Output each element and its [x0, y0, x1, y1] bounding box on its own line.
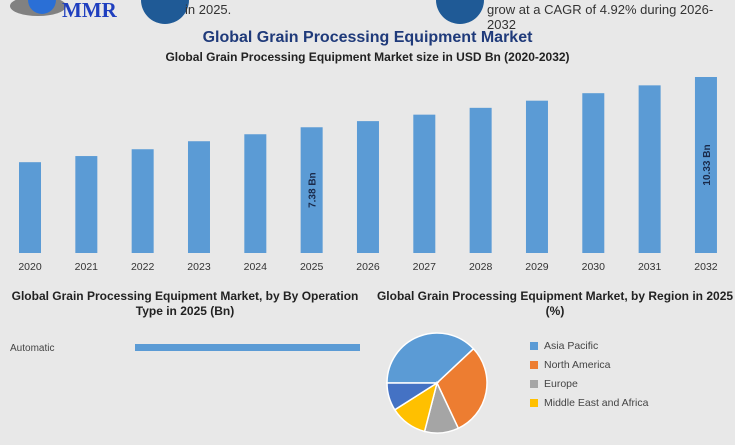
bar-2026	[356, 121, 379, 254]
x-tick-label: 2025	[300, 261, 324, 273]
category-label: Automatic	[10, 343, 55, 354]
legend-swatch	[530, 342, 538, 350]
legend-item: Europe	[530, 378, 578, 390]
bar-2032	[694, 77, 717, 253]
logo-globe-icon	[10, 0, 66, 16]
stat1-text: in 2025.	[185, 2, 232, 17]
legend-label: Middle East and Africa	[544, 397, 649, 409]
x-tick-label: 2022	[131, 261, 155, 273]
header-graphics	[10, 0, 484, 24]
x-tick-label: 2030	[582, 261, 606, 273]
data-label: 7.38 Bn	[308, 172, 319, 208]
x-tick-label: 2028	[469, 261, 493, 273]
legend-label: Asia Pacific	[544, 340, 599, 352]
stat2-circle-icon	[436, 0, 484, 24]
x-tick-label: 2020	[18, 261, 42, 273]
x-tick-label: 2032	[694, 261, 718, 273]
bar-2027	[413, 114, 436, 253]
bar-automatic	[135, 344, 360, 351]
region-pie-chart	[386, 332, 488, 434]
stat1-circle-icon	[141, 0, 189, 24]
x-tick-label: 2027	[413, 261, 437, 273]
bar-2023	[187, 141, 210, 253]
chart-title: Global Grain Processing Equipment Market	[202, 29, 533, 46]
legend-swatch	[530, 380, 538, 388]
stat2-text: grow at a CAGR of 4.92% during 2026-2032	[487, 2, 714, 32]
bar-2031	[638, 85, 661, 253]
legend-label: Europe	[544, 378, 578, 390]
bar-2029	[525, 100, 548, 253]
legend-item: Middle East and Africa	[530, 397, 648, 409]
data-label: 10.33 Bn	[702, 144, 713, 185]
x-tick-label: 2031	[638, 261, 662, 273]
operation-type-title: Global Grain Processing Equipment Market…	[11, 289, 359, 318]
bar-2024	[244, 134, 267, 253]
legend-item: Asia Pacific	[530, 340, 598, 352]
x-tick-label: 2024	[244, 261, 268, 273]
bar-2022	[131, 149, 154, 253]
bar-2021	[75, 156, 98, 253]
legend-label: North America	[544, 359, 611, 371]
bar-2028	[469, 107, 492, 253]
logo: MMR	[62, 0, 117, 22]
bar-2030	[582, 93, 605, 253]
chart-subtitle: Global Grain Processing Equipment Market…	[165, 50, 570, 64]
legend-swatch	[530, 361, 538, 369]
legend-item: North America	[530, 359, 611, 371]
bar-2020	[19, 162, 41, 253]
market-size-bar-chart: 2020 2021 2022 2023 2024 2025 7.38 Bn 2026 2027 2…	[18, 77, 718, 273]
bar-2025	[300, 127, 323, 253]
region-title: Global Grain Processing Equipment Market…	[376, 289, 734, 318]
x-tick-label: 2026	[356, 261, 380, 273]
legend-swatch	[530, 399, 538, 407]
x-tick-label: 2023	[187, 261, 211, 273]
pie-slice	[386, 332, 475, 384]
x-tick-label: 2029	[525, 261, 549, 273]
x-tick-label: 2021	[75, 261, 99, 273]
